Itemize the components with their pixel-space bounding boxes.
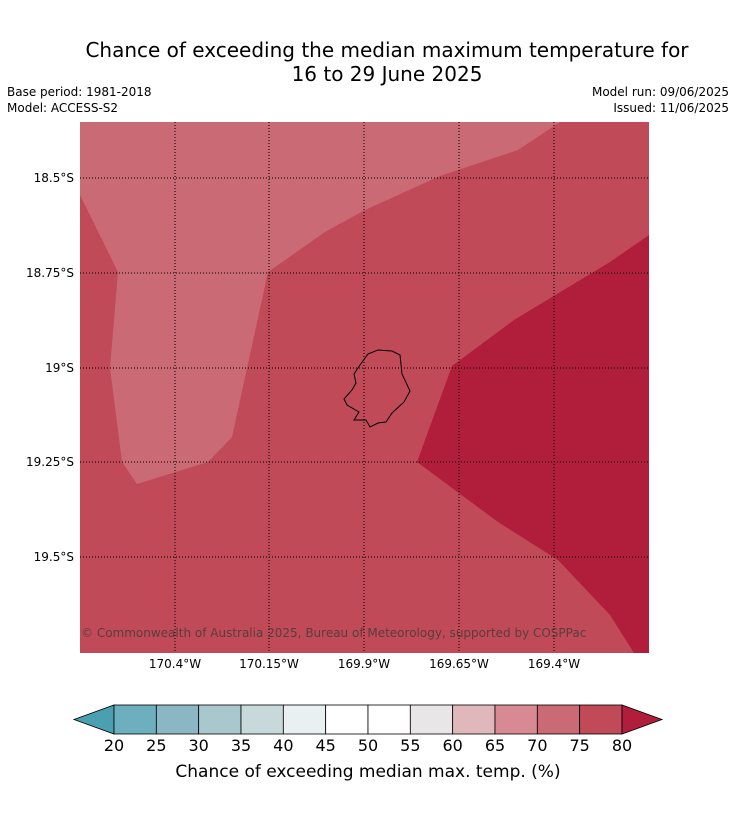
band-70-75-north — [80, 122, 560, 484]
model-run: Model run: 09/06/2025 — [591, 85, 729, 99]
colorbar-tick-label: 35 — [230, 736, 252, 755]
map-plot-area — [80, 122, 649, 653]
colorbar-segment — [579, 704, 623, 735]
lon-label-170-4: 170.4°W — [148, 657, 202, 671]
colorbar-segments — [72, 704, 664, 735]
colorbar-extend-high — [621, 704, 664, 735]
band-above-80 — [417, 235, 649, 653]
colorbar-segment — [409, 704, 454, 735]
lat-label-19-25: 19.25°S — [26, 455, 74, 469]
colorbar-tick-label: 70 — [527, 736, 548, 755]
colorbar-tick-label: 25 — [146, 736, 167, 755]
colorbar-tick-label: 60 — [442, 736, 463, 755]
colorbar-segment — [536, 704, 581, 735]
colorbar-tick-label: 20 — [103, 736, 125, 755]
colorbar-extend-low — [72, 704, 115, 735]
colorbar-segment — [452, 704, 496, 735]
lon-label-169-65: 169.65°W — [429, 657, 489, 671]
colorbar-segment — [325, 704, 369, 735]
niue-island-outline — [343, 349, 411, 428]
colorbar-segment — [113, 704, 157, 735]
colorbar-title: Chance of exceeding median max. temp. (%… — [175, 762, 561, 782]
meta-left: Base period: 1981-2018 Model: ACCESS-S2 — [7, 84, 152, 116]
colorbar-tick-label: 50 — [357, 736, 379, 755]
lat-label-19-5: 19.5°S — [33, 550, 74, 564]
colorbar-tick-label: 65 — [484, 736, 506, 755]
lat-label-18-5: 18.5°S — [33, 171, 74, 185]
colorbar-tick-label: 45 — [315, 736, 336, 755]
lon-label-169-4: 169.4°W — [527, 657, 581, 671]
title-line-1: Chance of exceeding the median maximum t… — [85, 38, 689, 62]
lon-label-169-9: 169.9°W — [337, 657, 391, 671]
graticule — [80, 122, 649, 653]
colorbar — [72, 704, 664, 735]
title-line-2: 16 to 29 June 2025 — [291, 62, 483, 86]
colorbar-segment — [240, 704, 284, 735]
colorbar-tick-label: 80 — [611, 736, 633, 755]
colorbar-tick-label: 75 — [569, 736, 590, 755]
issued-date: Issued: 11/06/2025 — [613, 101, 729, 115]
colorbar-segment — [282, 704, 327, 735]
colorbar-tick-label: 55 — [400, 736, 421, 755]
meta-right: Model run: 09/06/2025 Issued: 11/06/2025 — [592, 84, 729, 116]
colorbar-tick-label: 30 — [188, 736, 209, 755]
base-period: Base period: 1981-2018 — [7, 85, 152, 99]
colorbar-segment — [367, 704, 411, 735]
colorbar-tick-label: 40 — [273, 736, 294, 755]
lon-label-170-15: 170.15°W — [239, 657, 299, 671]
model-name: Model: ACCESS-S2 — [7, 101, 119, 115]
lat-label-18-75: 18.75°S — [26, 266, 74, 280]
colorbar-segment — [494, 704, 538, 735]
colorbar-segment — [198, 704, 242, 735]
copyright-notice: © Commonwealth of Australia 2025, Bureau… — [81, 626, 587, 640]
chart-title: Chance of exceeding the median maximum t… — [0, 38, 736, 86]
lat-label-19: 19°S — [45, 361, 74, 375]
colorbar-segment — [155, 704, 200, 735]
